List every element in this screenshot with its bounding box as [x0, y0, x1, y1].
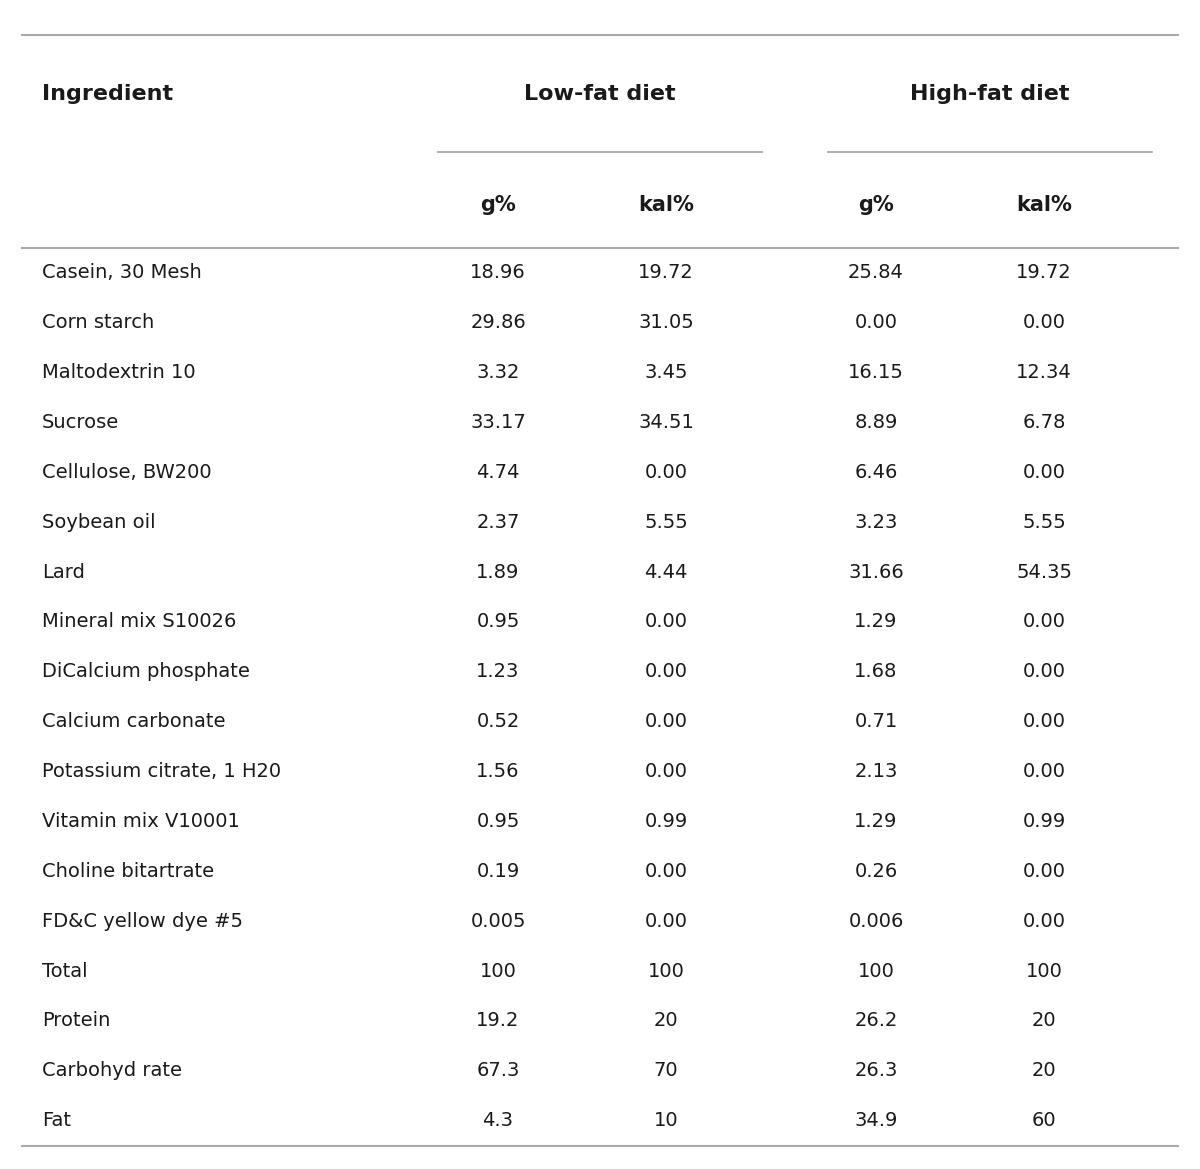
Text: 0.26: 0.26 [854, 862, 898, 880]
Text: g%: g% [480, 194, 516, 215]
Text: 19.72: 19.72 [1016, 263, 1072, 282]
Text: 20: 20 [1032, 1011, 1056, 1030]
Text: 54.35: 54.35 [1016, 562, 1072, 581]
Text: 0.00: 0.00 [644, 762, 688, 781]
Text: 0.00: 0.00 [1022, 762, 1066, 781]
Text: 20: 20 [654, 1011, 678, 1030]
Text: 8.89: 8.89 [854, 413, 898, 431]
Text: kal%: kal% [638, 194, 694, 215]
Text: Casein, 30 Mesh: Casein, 30 Mesh [42, 263, 202, 282]
Text: 0.00: 0.00 [1022, 613, 1066, 631]
Text: 19.2: 19.2 [476, 1011, 520, 1030]
Text: 0.00: 0.00 [854, 313, 898, 332]
Text: High-fat diet: High-fat diet [911, 83, 1069, 104]
Text: 0.19: 0.19 [476, 862, 520, 880]
Text: 34.9: 34.9 [854, 1112, 898, 1130]
Text: 20: 20 [1032, 1061, 1056, 1080]
Text: Potassium citrate, 1 H20: Potassium citrate, 1 H20 [42, 762, 281, 781]
Text: 0.00: 0.00 [644, 663, 688, 682]
Text: 0.00: 0.00 [1022, 463, 1066, 482]
Text: 18.96: 18.96 [470, 263, 526, 282]
Text: 0.00: 0.00 [644, 463, 688, 482]
Text: Soybean oil: Soybean oil [42, 513, 156, 532]
Text: 60: 60 [1032, 1112, 1056, 1130]
Text: 3.45: 3.45 [644, 364, 688, 382]
Text: 5.55: 5.55 [644, 513, 688, 532]
Text: 0.00: 0.00 [644, 862, 688, 880]
Text: 4.44: 4.44 [644, 562, 688, 581]
Text: 4.74: 4.74 [476, 463, 520, 482]
Text: 0.00: 0.00 [644, 912, 688, 931]
Text: 1.56: 1.56 [476, 762, 520, 781]
Text: 1.23: 1.23 [476, 663, 520, 682]
Text: 0.99: 0.99 [1022, 812, 1066, 831]
Text: 0.00: 0.00 [1022, 663, 1066, 682]
Text: Lard: Lard [42, 562, 85, 581]
Text: 0.95: 0.95 [476, 812, 520, 831]
Text: 0.00: 0.00 [1022, 912, 1066, 931]
Text: Total: Total [42, 962, 88, 981]
Text: Cellulose, BW200: Cellulose, BW200 [42, 463, 211, 482]
Text: Maltodextrin 10: Maltodextrin 10 [42, 364, 196, 382]
Text: 25.84: 25.84 [848, 263, 904, 282]
Text: 26.3: 26.3 [854, 1061, 898, 1080]
Text: g%: g% [858, 194, 894, 215]
Text: 33.17: 33.17 [470, 413, 526, 431]
Text: 0.00: 0.00 [1022, 313, 1066, 332]
Text: 100: 100 [648, 962, 684, 981]
Text: Mineral mix S10026: Mineral mix S10026 [42, 613, 236, 631]
Text: 10: 10 [654, 1112, 678, 1130]
Text: 16.15: 16.15 [848, 364, 904, 382]
Text: Choline bitartrate: Choline bitartrate [42, 862, 214, 880]
Text: 0.95: 0.95 [476, 613, 520, 631]
Text: 1.29: 1.29 [854, 613, 898, 631]
Text: 5.55: 5.55 [1022, 513, 1066, 532]
Text: 2.13: 2.13 [854, 762, 898, 781]
Text: 0.71: 0.71 [854, 712, 898, 731]
Text: Calcium carbonate: Calcium carbonate [42, 712, 226, 731]
Text: Ingredient: Ingredient [42, 83, 173, 104]
Text: 31.05: 31.05 [638, 313, 694, 332]
Text: 6.46: 6.46 [854, 463, 898, 482]
Text: 67.3: 67.3 [476, 1061, 520, 1080]
Text: 1.29: 1.29 [854, 812, 898, 831]
Text: Sucrose: Sucrose [42, 413, 119, 431]
Text: 0.006: 0.006 [848, 912, 904, 931]
Text: 0.52: 0.52 [476, 712, 520, 731]
Text: 2.37: 2.37 [476, 513, 520, 532]
Text: DiCalcium phosphate: DiCalcium phosphate [42, 663, 250, 682]
Text: 4.3: 4.3 [482, 1112, 514, 1130]
Text: 12.34: 12.34 [1016, 364, 1072, 382]
Text: 19.72: 19.72 [638, 263, 694, 282]
Text: 3.32: 3.32 [476, 364, 520, 382]
Text: 31.66: 31.66 [848, 562, 904, 581]
Text: 0.99: 0.99 [644, 812, 688, 831]
Text: 0.00: 0.00 [1022, 862, 1066, 880]
Text: 0.00: 0.00 [644, 613, 688, 631]
Text: 0.00: 0.00 [644, 712, 688, 731]
Text: 70: 70 [654, 1061, 678, 1080]
Text: Corn starch: Corn starch [42, 313, 155, 332]
Text: 100: 100 [480, 962, 516, 981]
Text: FD&C yellow dye #5: FD&C yellow dye #5 [42, 912, 242, 931]
Text: 34.51: 34.51 [638, 413, 694, 431]
Text: 6.78: 6.78 [1022, 413, 1066, 431]
Text: 26.2: 26.2 [854, 1011, 898, 1030]
Text: Vitamin mix V10001: Vitamin mix V10001 [42, 812, 240, 831]
Text: 3.23: 3.23 [854, 513, 898, 532]
Text: 29.86: 29.86 [470, 313, 526, 332]
Text: Protein: Protein [42, 1011, 110, 1030]
Text: Fat: Fat [42, 1112, 71, 1130]
Text: 100: 100 [858, 962, 894, 981]
Text: 1.68: 1.68 [854, 663, 898, 682]
Text: 100: 100 [1026, 962, 1062, 981]
Text: kal%: kal% [1016, 194, 1072, 215]
Text: Carbohyd rate: Carbohyd rate [42, 1061, 182, 1080]
Text: 0.005: 0.005 [470, 912, 526, 931]
Text: 0.00: 0.00 [1022, 712, 1066, 731]
Text: 1.89: 1.89 [476, 562, 520, 581]
Text: Low-fat diet: Low-fat diet [524, 83, 676, 104]
